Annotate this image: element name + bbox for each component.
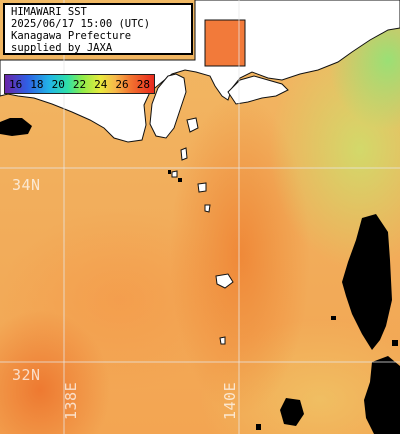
cloud-speck-4 — [256, 424, 261, 430]
cloud-speck-3 — [168, 170, 171, 174]
land-layer — [0, 0, 400, 345]
land-mikura — [204, 204, 211, 213]
lat-label-34: 34N — [12, 176, 41, 194]
scale-tick-26: 26 — [115, 77, 129, 91]
land-niijima — [180, 147, 188, 161]
cloud-speck-1 — [331, 316, 336, 320]
scale-tick-24: 24 — [94, 77, 108, 91]
scale-tick-28: 28 — [136, 77, 150, 91]
cloud-mask-west — [0, 118, 32, 136]
land-honshu-coast — [0, 0, 400, 143]
color-scale-bar: 16 18 20 22 24 26 28 — [4, 74, 155, 94]
land-smallisle — [171, 170, 178, 178]
cloud-speck-2 — [178, 178, 182, 182]
lon-label-138: 138E — [62, 381, 80, 420]
land-oshima — [186, 117, 199, 133]
land-boso-peninsula — [227, 75, 289, 105]
cloud-mask-layer — [0, 118, 400, 434]
scale-tick-18: 18 — [30, 77, 44, 91]
land-hachijo — [215, 273, 234, 289]
title-box: HIMAWARI SST 2025/06/17 15:00 (UTC) Kana… — [3, 3, 193, 55]
cloud-speck-5 — [392, 340, 398, 346]
lon-label-140: 140E — [221, 381, 239, 420]
lat-label-32: 32N — [12, 366, 41, 384]
land-izu-peninsula — [149, 73, 187, 139]
scale-tick-20: 20 — [51, 77, 65, 91]
cloud-mask-east — [342, 214, 392, 350]
cloud-mask-south — [280, 398, 304, 426]
scale-tick-16: 16 — [9, 77, 23, 91]
cloud-mask-southeast — [364, 356, 400, 434]
land-aogashima — [219, 336, 226, 345]
land-miyake — [197, 182, 207, 193]
title-line-datetime: 2025/06/17 15:00 (UTC) — [11, 18, 151, 30]
scale-tick-22: 22 — [72, 77, 87, 91]
title-line-region: Kanagawa Prefecture — [11, 30, 132, 42]
land-kanagawa-patch — [204, 19, 246, 67]
title-line-credit: supplied by JAXA — [11, 42, 113, 54]
title-line-product: HIMAWARI SST — [11, 6, 87, 18]
